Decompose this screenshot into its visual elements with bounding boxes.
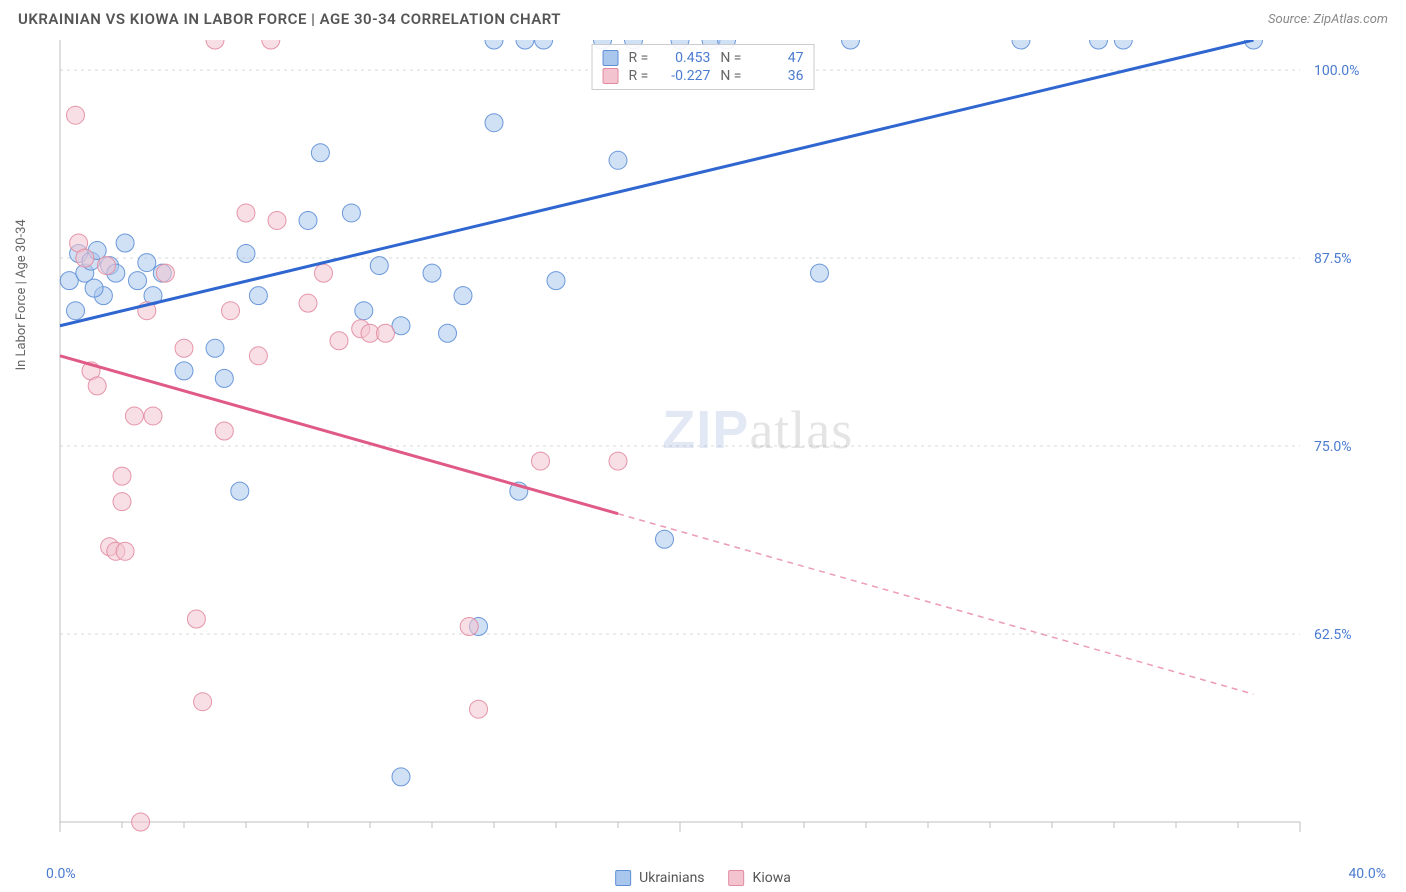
svg-text:87.5%: 87.5% [1314,251,1352,267]
r-label: R = [629,50,649,66]
series-legend: Ukrainians Kiowa [615,870,791,886]
chart-header: UKRAINIAN VS KIOWA IN LABOR FORCE | AGE … [0,0,1406,36]
legend-swatch-ukrainians [615,870,631,886]
n-label: N = [720,68,741,84]
x-axis-min-label: 0.0% [46,866,76,882]
r-label: R = [629,68,649,84]
legend-label: Kiowa [753,870,791,886]
legend-item-kiowa: Kiowa [729,870,791,886]
n-value: 47 [751,50,803,66]
r-value: -0.227 [658,68,710,84]
scatter-chart: 62.5% 75.0% 87.5% 100.0% [18,40,1388,852]
correlation-legend: R = 0.453 N = 47 R = -0.227 N = 36 [592,44,815,90]
correlation-row-ukrainians: R = 0.453 N = 47 [603,49,804,67]
svg-text:75.0%: 75.0% [1314,439,1352,455]
legend-swatch-kiowa [603,68,619,84]
n-value: 36 [751,68,803,84]
svg-text:62.5%: 62.5% [1314,627,1352,643]
n-label: N = [720,50,741,66]
legend-item-ukrainians: Ukrainians [615,870,704,886]
legend-label: Ukrainians [639,870,704,886]
correlation-row-kiowa: R = -0.227 N = 36 [603,67,804,85]
chart-area: In Labor Force | Age 30-34 62.5%75.0%87.… [18,40,1388,852]
chart-title: UKRAINIAN VS KIOWA IN LABOR FORCE | AGE … [18,10,561,28]
legend-swatch-ukrainians [603,50,619,66]
x-axis-max-label: 40.0% [1348,866,1386,882]
svg-text:100.0%: 100.0% [1314,63,1359,79]
legend-swatch-kiowa [729,870,745,886]
chart-source: Source: ZipAtlas.com [1268,12,1388,27]
r-value: 0.453 [658,50,710,66]
y-axis-label: In Labor Force | Age 30-34 [14,219,29,370]
